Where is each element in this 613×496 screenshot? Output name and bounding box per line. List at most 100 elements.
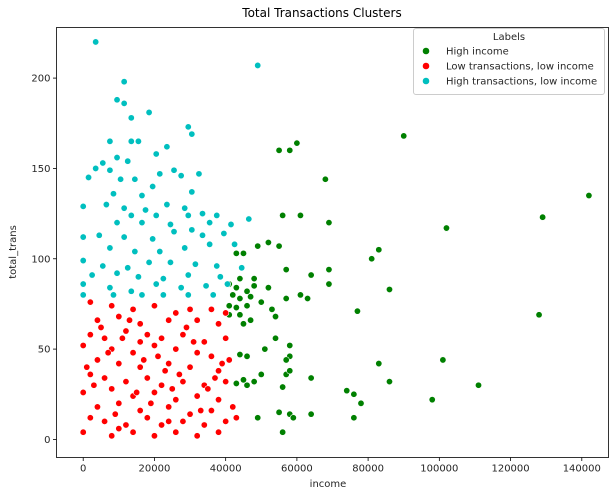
- data-point-series-3: [156, 248, 164, 256]
- data-point-series-2: [126, 316, 134, 324]
- x-tick-label: 80000: [352, 464, 384, 475]
- data-point-series-2: [143, 331, 151, 339]
- data-point-series-2: [222, 334, 230, 342]
- data-point-series-2: [86, 331, 94, 339]
- legend-label-2: Low transactions, low income: [446, 62, 594, 73]
- data-point-series-3: [124, 264, 132, 272]
- data-point-series-3: [202, 282, 210, 290]
- data-point-series-1: [236, 351, 244, 359]
- data-point-series-1: [243, 381, 251, 389]
- data-point-series-3: [254, 61, 262, 69]
- data-point-series-2: [207, 352, 215, 360]
- data-point-series-2: [200, 338, 208, 346]
- data-point-series-3: [79, 280, 87, 288]
- data-point-series-1: [475, 381, 483, 389]
- data-point-series-3: [145, 258, 153, 266]
- data-point-series-2: [222, 378, 230, 386]
- data-point-series-2: [122, 327, 130, 335]
- data-point-series-2: [165, 316, 173, 324]
- data-point-series-2: [111, 410, 119, 418]
- data-point-series-2: [136, 407, 144, 415]
- data-point-series-2: [179, 331, 187, 339]
- legend-marker-3: [422, 77, 430, 85]
- data-point-series-2: [115, 425, 123, 433]
- data-point-series-2: [179, 417, 187, 425]
- legend-label-3: High transactions, low income: [446, 77, 597, 88]
- data-point-series-3: [199, 210, 207, 218]
- plot-area: [56, 27, 609, 458]
- data-point-series-2: [122, 378, 130, 386]
- data-point-series-1: [375, 360, 383, 368]
- data-point-series-3: [177, 284, 185, 292]
- data-point-series-2: [229, 403, 237, 411]
- data-point-series-3: [95, 231, 103, 239]
- data-point-series-3: [131, 175, 139, 183]
- data-point-series-1: [282, 356, 290, 364]
- data-point-series-2: [158, 334, 166, 342]
- data-point-series-3: [106, 284, 114, 292]
- data-point-series-1: [368, 255, 376, 263]
- data-point-series-1: [232, 304, 240, 312]
- data-point-series-3: [152, 280, 160, 288]
- data-point-series-1: [229, 291, 237, 299]
- data-point-series-3: [181, 204, 189, 212]
- data-point-series-2: [115, 399, 123, 407]
- data-point-series-1: [439, 356, 447, 364]
- legend-items: High income Low transactions, low income H…: [422, 47, 597, 88]
- data-point-series-3: [184, 211, 192, 219]
- data-point-series-2: [168, 385, 176, 393]
- data-point-series-2: [190, 338, 198, 346]
- data-point-series-2: [158, 421, 166, 429]
- data-point-series-2: [218, 360, 226, 368]
- data-point-series-3: [79, 233, 87, 241]
- data-point-series-1: [286, 341, 294, 349]
- data-point-series-1: [275, 242, 283, 250]
- data-point-series-3: [109, 190, 117, 198]
- data-point-series-3: [163, 143, 171, 151]
- data-point-series-3: [216, 273, 224, 281]
- data-point-series-1: [400, 132, 408, 140]
- data-point-series-2: [207, 305, 215, 313]
- legend-marker-2: [422, 62, 430, 70]
- data-point-series-1: [239, 376, 247, 384]
- data-point-series-3: [159, 291, 167, 299]
- data-point-series-3: [138, 219, 146, 227]
- data-point-series-3: [188, 226, 196, 234]
- data-point-series-1: [307, 410, 315, 418]
- data-point-series-1: [247, 293, 255, 301]
- data-point-series-2: [215, 320, 223, 328]
- data-point-series-1: [325, 219, 333, 227]
- legend-title: Labels: [493, 32, 525, 43]
- data-point-series-2: [165, 417, 173, 425]
- data-point-series-3: [159, 275, 167, 283]
- data-point-series-3: [120, 78, 128, 86]
- data-point-series-3: [245, 215, 253, 223]
- data-point-series-3: [213, 262, 221, 270]
- data-point-series-2: [207, 407, 215, 415]
- data-point-series-2: [104, 349, 112, 357]
- data-point-series-2: [147, 399, 155, 407]
- data-point-series-1: [236, 295, 244, 303]
- data-point-series-2: [150, 432, 158, 440]
- data-point-series-3: [113, 154, 121, 162]
- data-point-series-1: [250, 378, 258, 386]
- data-point-series-2: [225, 356, 233, 364]
- data-point-series-2: [115, 360, 123, 368]
- data-point-series-1: [275, 146, 283, 154]
- data-point-series-1: [350, 414, 358, 422]
- data-point-series-1: [375, 246, 383, 254]
- data-point-series-1: [232, 284, 240, 292]
- data-point-series-2: [136, 363, 144, 371]
- data-point-series-2: [215, 428, 223, 436]
- data-point-series-2: [86, 414, 94, 422]
- data-point-series-2: [165, 360, 173, 368]
- data-point-series-2: [136, 338, 144, 346]
- data-point-series-2: [197, 407, 205, 415]
- data-point-series-1: [286, 146, 294, 154]
- data-point-series-1: [296, 291, 304, 299]
- data-point-series-2: [182, 323, 190, 331]
- data-point-series-2: [101, 334, 109, 342]
- y-tick-label: 50: [38, 345, 51, 356]
- data-point-series-1: [442, 224, 450, 232]
